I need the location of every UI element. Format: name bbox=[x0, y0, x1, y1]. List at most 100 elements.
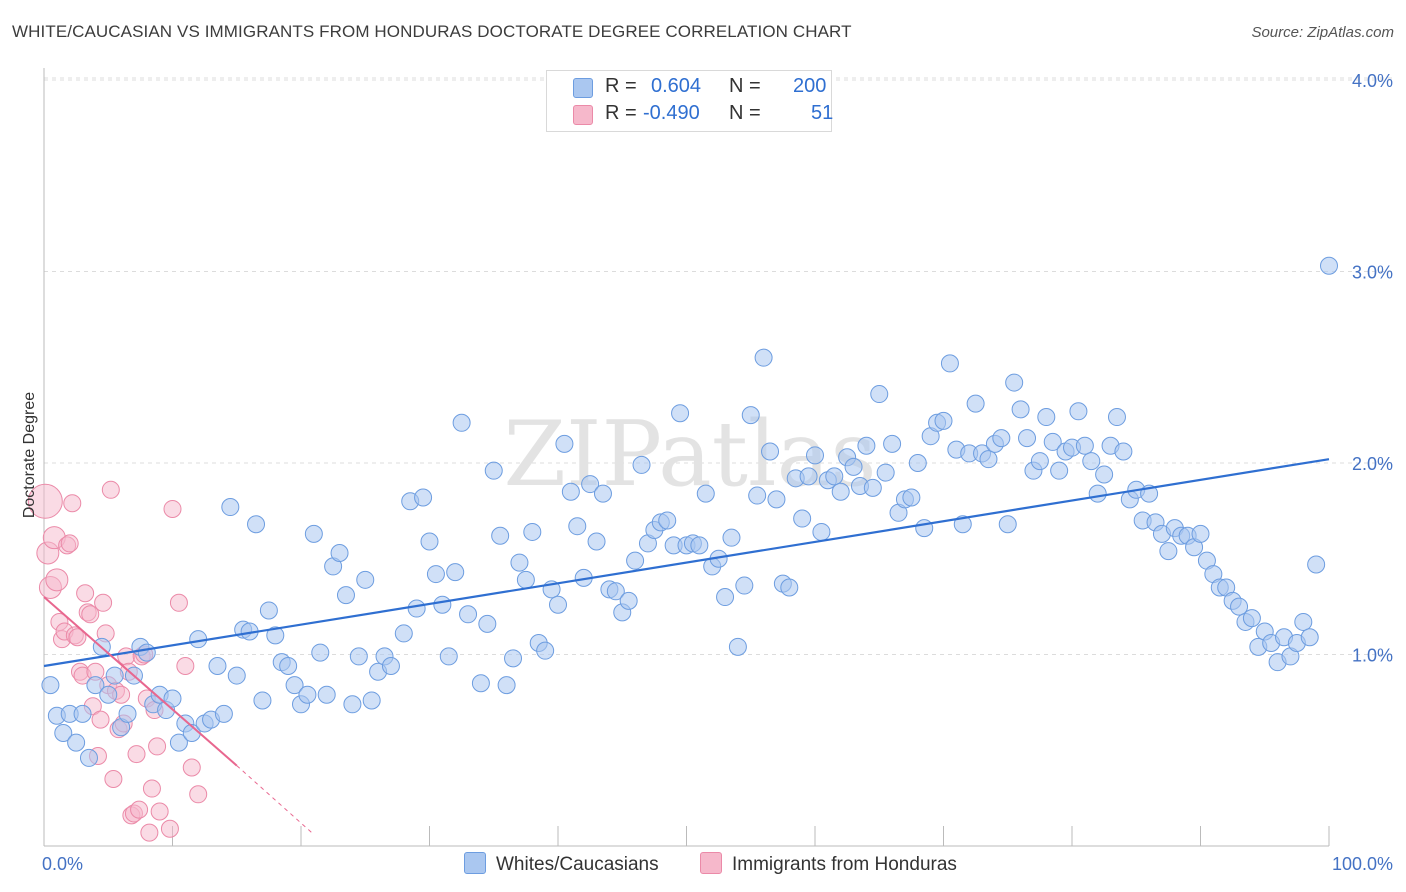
data-point-white bbox=[1230, 597, 1249, 616]
data-point-honduras bbox=[160, 819, 179, 838]
data-point-white bbox=[844, 457, 863, 476]
legend-n-value: 51 bbox=[811, 102, 834, 124]
trend-line-honduras-extension bbox=[236, 765, 315, 835]
data-point-white bbox=[73, 704, 92, 723]
legend-r-value: 0.604 bbox=[651, 75, 702, 97]
data-point-white bbox=[728, 637, 747, 656]
legend-box: R = 0.604 N = 200 R = -0.490 N = 51 bbox=[546, 70, 834, 132]
data-point-white bbox=[748, 486, 767, 505]
data-point-honduras bbox=[104, 769, 123, 788]
y-tick-labels: 1.0% 2.0% 3.0% 4.0% bbox=[1352, 71, 1393, 666]
data-point-honduras bbox=[142, 779, 161, 798]
data-point-honduras bbox=[94, 593, 113, 612]
x-tick-label: 100.0% bbox=[1332, 854, 1393, 874]
data-point-white bbox=[1037, 408, 1056, 427]
data-point-white bbox=[214, 704, 233, 723]
data-point-white bbox=[857, 436, 876, 455]
data-point-white bbox=[915, 519, 934, 538]
legend-swatch-white bbox=[573, 78, 593, 98]
data-point-honduras bbox=[101, 480, 120, 499]
data-point-white bbox=[381, 656, 400, 675]
bottom-legend-white: Whites/Caucasians bbox=[464, 852, 659, 876]
data-point-white bbox=[317, 685, 336, 704]
data-point-white bbox=[741, 406, 760, 425]
data-point-white bbox=[1075, 436, 1094, 455]
data-point-white bbox=[504, 649, 523, 668]
data-point-white bbox=[343, 695, 362, 714]
data-point-white bbox=[1043, 432, 1062, 451]
data-point-white bbox=[716, 588, 735, 607]
data-point-honduras bbox=[182, 758, 201, 777]
trend-line-honduras bbox=[43, 596, 238, 767]
data-point-white bbox=[593, 484, 612, 503]
data-point-honduras bbox=[150, 802, 169, 821]
legend-row-white: R = 0.604 N = 200 bbox=[573, 75, 826, 99]
legend-r-label: R = bbox=[605, 75, 637, 97]
legend-n-label: N = bbox=[729, 102, 761, 124]
data-point-white bbox=[536, 641, 555, 660]
data-point-honduras bbox=[63, 494, 82, 513]
data-point-white bbox=[1114, 442, 1133, 461]
data-point-white bbox=[266, 626, 285, 645]
data-point-honduras bbox=[163, 499, 182, 518]
data-point-white bbox=[1300, 628, 1319, 647]
data-point-white bbox=[671, 404, 690, 423]
bottom-legend-honduras: Immigrants from Honduras bbox=[700, 852, 957, 876]
data-point-white bbox=[227, 666, 246, 685]
data-point-white bbox=[735, 576, 754, 595]
data-point-white bbox=[658, 511, 677, 530]
data-point-white bbox=[966, 394, 985, 413]
data-point-honduras bbox=[45, 568, 69, 592]
data-point-white bbox=[1320, 256, 1338, 275]
data-point-white bbox=[619, 591, 638, 610]
data-point-white bbox=[606, 582, 625, 601]
trend-lines bbox=[43, 458, 1330, 835]
y-tick-label: 4.0% bbox=[1352, 71, 1393, 91]
data-point-white bbox=[459, 605, 478, 624]
x-tick-label: 0.0% bbox=[42, 854, 83, 874]
data-point-white bbox=[1011, 400, 1030, 419]
data-point-white bbox=[1159, 542, 1178, 561]
data-point-white bbox=[298, 685, 317, 704]
data-point-white bbox=[362, 691, 381, 710]
data-point-white bbox=[1095, 465, 1114, 484]
data-point-white bbox=[86, 676, 105, 695]
data-point-white bbox=[767, 490, 786, 509]
data-point-white bbox=[863, 478, 882, 497]
data-point-white bbox=[799, 467, 818, 486]
data-point-white bbox=[626, 551, 645, 570]
data-point-white bbox=[806, 446, 824, 465]
legend-r-value: -0.490 bbox=[643, 102, 700, 124]
data-point-white bbox=[1069, 402, 1088, 421]
legend-n-label: N = bbox=[729, 75, 761, 97]
data-point-white bbox=[876, 463, 895, 482]
chart-title: WHITE/CAUCASIAN VS IMMIGRANTS FROM HONDU… bbox=[12, 22, 852, 41]
data-point-white bbox=[304, 524, 323, 543]
data-point-white bbox=[452, 413, 471, 432]
data-point-white bbox=[484, 461, 503, 480]
data-point-honduras bbox=[91, 710, 110, 729]
x-tick-labels: 0.0% 100.0% bbox=[42, 854, 1393, 874]
legend-n-value: 200 bbox=[793, 75, 827, 97]
bottom-legend-label-honduras: Immigrants from Honduras bbox=[732, 854, 957, 875]
data-point-white bbox=[330, 544, 349, 563]
data-point-white bbox=[908, 454, 927, 472]
data-point-white bbox=[1050, 461, 1069, 480]
data-point-white bbox=[870, 385, 889, 404]
data-point-honduras bbox=[68, 628, 87, 647]
data-point-white bbox=[998, 515, 1017, 534]
data-point-white bbox=[1018, 429, 1037, 448]
data-point-white bbox=[336, 586, 355, 605]
data-point-white bbox=[433, 595, 452, 614]
data-point-white bbox=[510, 553, 529, 572]
data-point-white bbox=[414, 488, 433, 507]
data-point-white bbox=[934, 411, 953, 430]
data-point-honduras bbox=[27, 483, 63, 519]
data-point-white bbox=[79, 748, 98, 767]
data-point-honduras bbox=[76, 584, 95, 603]
data-point-white bbox=[478, 614, 497, 633]
y-tick-label: 1.0% bbox=[1352, 646, 1393, 666]
data-point-white bbox=[902, 488, 921, 507]
data-point-white bbox=[812, 522, 831, 541]
data-point-white bbox=[979, 450, 998, 469]
